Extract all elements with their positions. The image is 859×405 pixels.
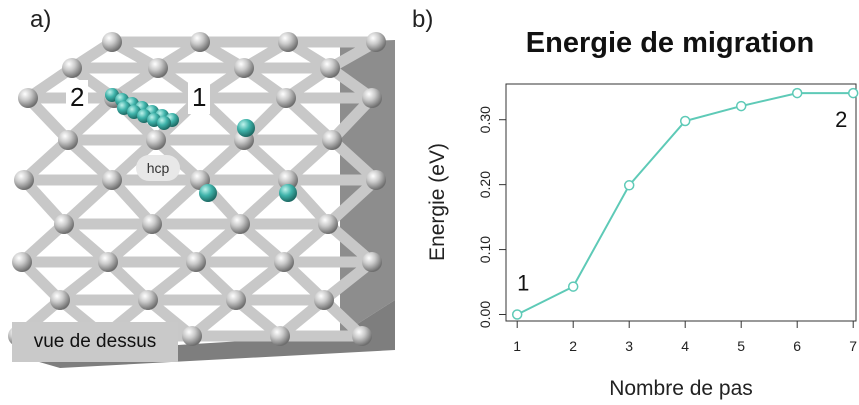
lattice-bond	[142, 256, 202, 306]
y-tick-label: 0.10	[477, 236, 493, 263]
x-tick-label: 3	[625, 338, 633, 354]
x-axis-label: Nombre de pas	[609, 377, 753, 400]
metal-atom	[366, 170, 386, 190]
metal-atom	[146, 130, 166, 150]
chart-annotations: 12	[517, 107, 847, 295]
metal-atom	[362, 252, 382, 272]
data-point	[511, 309, 523, 320]
data-point	[847, 87, 859, 99]
metal-atom	[352, 326, 372, 346]
metal-atom	[270, 326, 290, 346]
lattice-bond	[146, 174, 206, 230]
data-point	[791, 87, 803, 99]
point-annotation: 1	[517, 271, 529, 296]
metal-atom	[276, 88, 296, 108]
metal-atom	[182, 326, 202, 346]
metal-atom	[322, 130, 342, 150]
lattice-bond	[280, 92, 338, 146]
metal-atom	[14, 170, 34, 190]
metal-atom	[138, 290, 158, 310]
lattice-bond	[62, 92, 120, 146]
point-annotation: 2	[835, 107, 847, 132]
metal-atom	[102, 32, 122, 52]
adsorbate-atom	[199, 184, 217, 202]
metal-atom	[190, 32, 210, 52]
metal-atom	[320, 58, 340, 78]
metal-atom	[278, 32, 298, 52]
metal-atom	[234, 58, 254, 78]
x-tick-label: 7	[849, 338, 857, 354]
y-tick-label: 0.30	[477, 106, 493, 133]
x-tick-label: 4	[681, 338, 689, 354]
lattice-bond	[58, 174, 118, 230]
chart-title: Energie de migration	[526, 27, 814, 59]
x-tick-label: 1	[513, 338, 521, 354]
x-axis: 1 2 3 4 5 6 7	[513, 321, 857, 354]
lattice-bond	[318, 256, 378, 306]
metal-atom	[314, 290, 334, 310]
lattice-bond	[322, 174, 382, 230]
x-tick-label: 6	[793, 338, 801, 354]
metal-atom	[230, 214, 250, 234]
series-energy	[511, 87, 859, 320]
metal-atom	[12, 252, 32, 272]
lattice-bond	[230, 256, 290, 306]
lattice-bond	[234, 174, 294, 230]
data-point	[679, 115, 691, 127]
panel-b-label: b)	[412, 6, 434, 33]
plot-frame	[505, 83, 857, 322]
data-point	[735, 100, 747, 112]
metal-atom	[274, 252, 294, 272]
metal-atom	[226, 290, 246, 310]
migration-end-callout: 1	[188, 80, 211, 114]
data-point	[567, 281, 579, 292]
x-tick-label: 2	[569, 338, 577, 354]
data-point	[623, 180, 635, 191]
metal-atom	[318, 214, 338, 234]
panel-a-label: a)	[30, 6, 52, 33]
series-line	[516, 92, 854, 316]
hcp-site-label: hcp	[136, 155, 180, 181]
metal-atom	[148, 58, 168, 78]
metal-atom	[142, 214, 162, 234]
metal-atom	[366, 32, 386, 52]
top-view-label: vue de dessus	[12, 322, 178, 362]
metal-atom	[18, 88, 38, 108]
adsorbate-atoms	[105, 88, 297, 202]
metal-atom	[58, 130, 78, 150]
metal-atom	[362, 88, 382, 108]
y-tick-label: 0.00	[477, 301, 493, 328]
metal-atom	[278, 170, 298, 190]
migration-start-callout: 2	[66, 80, 89, 114]
adsorbate-atom	[237, 119, 255, 137]
metal-atom	[98, 252, 118, 272]
metal-atom	[54, 214, 74, 234]
y-axis-label: Energie (eV)	[426, 143, 449, 261]
metal-atom	[62, 58, 82, 78]
y-axis: 0.00 0.10 0.20 0.30	[477, 106, 506, 328]
adsorbate-atom	[279, 184, 297, 202]
x-tick-label: 5	[737, 338, 745, 354]
metal-atom	[102, 170, 122, 190]
metal-atom	[186, 252, 206, 272]
metal-atom	[50, 290, 70, 310]
adsorbate-atom	[157, 116, 171, 130]
lattice-bond	[54, 256, 114, 306]
y-tick-label: 0.20	[477, 171, 493, 198]
